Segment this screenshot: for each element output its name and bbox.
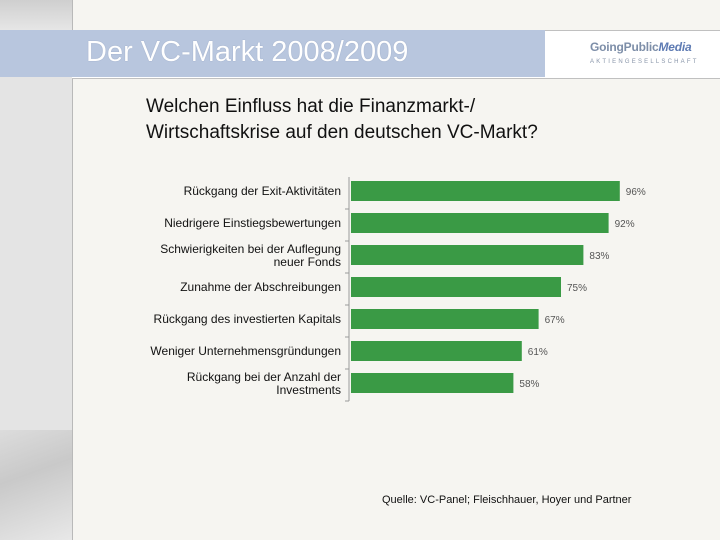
company-logo: GoingPublicMedia AKTIENGESELLSCHAFT: [590, 40, 702, 70]
category-label-5: Weniger Unternehmensgründungen: [150, 344, 341, 358]
value-label-6: 58%: [519, 379, 539, 390]
value-label-5: 61%: [528, 347, 548, 358]
category-label-3: Zunahme der Abschreibungen: [180, 280, 341, 294]
logo-wordmark-part1: GoingPublic: [590, 40, 659, 54]
value-label-4: 67%: [545, 315, 565, 326]
bar-5: [351, 341, 522, 361]
logo-wordmark-part2: Media: [658, 40, 692, 54]
category-label-0: Rückgang der Exit-Aktivitäten: [184, 184, 341, 198]
bar-6: [351, 373, 514, 393]
slide-title: Der VC-Markt 2008/2009: [86, 36, 409, 68]
question-line-2: Wirtschaftskrise auf den deutschen VC-Ma…: [146, 122, 538, 143]
source-note: Quelle: VC-Panel; Fleischhauer, Hoyer un…: [382, 494, 632, 506]
category-label-1: Niedrigere Einstiegsbewertungen: [164, 216, 341, 230]
logo-subtitle: AKTIENGESELLSCHAFT: [590, 59, 699, 65]
bar-1: [351, 213, 609, 233]
value-label-2: 83%: [589, 251, 609, 262]
title-band: [0, 30, 545, 77]
chart-question: Welchen Einfluss hat die Finanzmarkt-/ W…: [146, 94, 666, 146]
bar-0: [351, 181, 620, 201]
category-label-6-line-0: Rückgang bei der Anzahl der: [187, 370, 341, 384]
value-label-3: 75%: [567, 283, 587, 294]
category-label-4: Rückgang des investierten Kapitals: [154, 312, 341, 326]
bar-3: [351, 277, 561, 297]
value-label-1: 92%: [615, 219, 635, 230]
left-decoration-strip: [0, 0, 73, 540]
category-label-2-line-1: neuer Fonds: [274, 255, 341, 269]
logo-wordmark: GoingPublicMedia: [590, 40, 702, 54]
bar-4: [351, 309, 539, 329]
category-label-2-line-0: Schwierigkeiten bei der Auflegung: [160, 242, 341, 256]
category-label-6-line-1: Investments: [276, 383, 341, 397]
decorative-photo-top: [0, 0, 72, 30]
decorative-photo-bottom: [0, 430, 72, 540]
value-label-0: 96%: [626, 187, 646, 198]
question-line-1: Welchen Einfluss hat die Finanzmarkt-/: [146, 96, 476, 117]
bar-2: [351, 245, 584, 265]
